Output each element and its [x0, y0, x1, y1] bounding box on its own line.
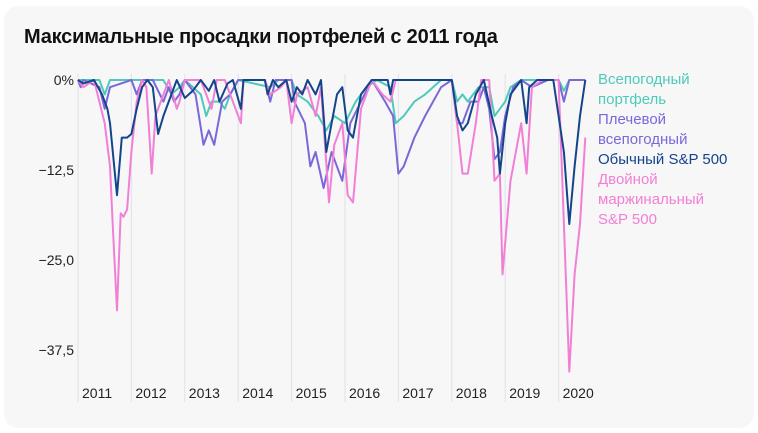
x-tick-label: 2018: [456, 385, 487, 401]
series-line-3: [77, 79, 587, 373]
series-line-1: [77, 79, 586, 189]
x-tick-label: 2012: [135, 385, 166, 401]
legend-item: Всепогодный портфель: [598, 71, 690, 108]
legend-item: Двойной маржинальный S&P 500: [598, 171, 705, 228]
series-line-0: [78, 79, 586, 132]
legend: Всепогодный портфель Плечевой всепогодный…: [598, 70, 727, 230]
y-tick-label: −25,0: [39, 252, 75, 268]
x-tick-label: 2019: [509, 385, 540, 401]
y-tick-label: −12,5: [39, 162, 75, 178]
series-line-2: [77, 79, 587, 225]
y-tick-label: 0%: [54, 72, 74, 88]
x-tick-label: 2016: [349, 385, 380, 401]
x-tick-label: 2013: [189, 385, 220, 401]
x-tick-label: 2017: [402, 385, 433, 401]
legend-item: Плечевой всепогодный: [598, 111, 688, 148]
x-tick-label: 2015: [296, 385, 327, 401]
chart-title: Максимальные просадки портфелей с 2011 г…: [24, 26, 498, 48]
x-tick-label: 2020: [563, 385, 594, 401]
legend-item: Обычный S&P 500: [598, 151, 728, 168]
chart-card: [4, 6, 754, 428]
y-tick-label: −37,5: [39, 342, 75, 358]
x-tick-label: 2011: [82, 385, 112, 401]
x-tick-label: 2014: [242, 385, 273, 401]
